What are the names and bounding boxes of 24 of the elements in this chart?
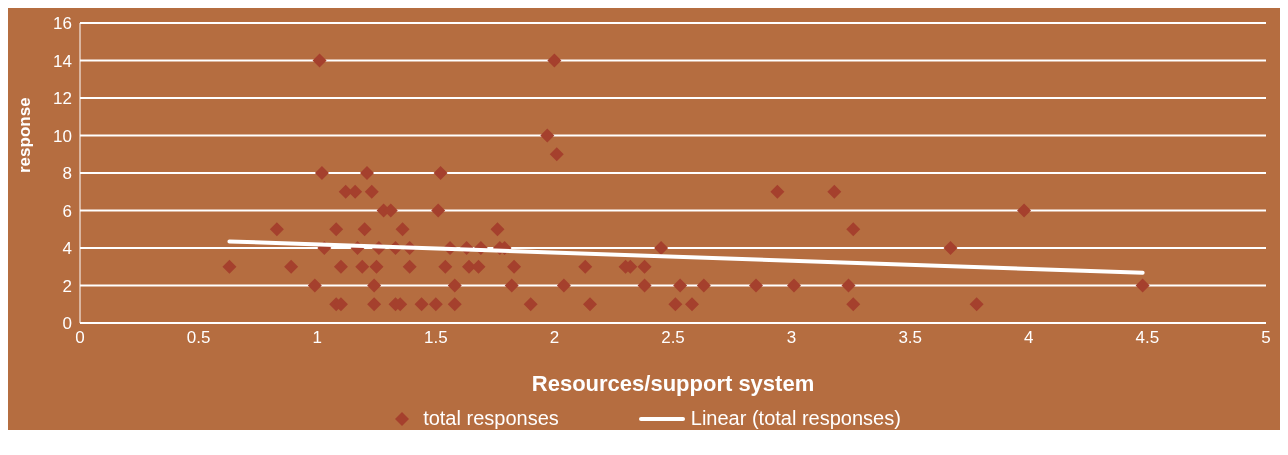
x-tick-label: 3.5 (898, 328, 923, 348)
y-tick-label: 6 (62, 201, 72, 221)
y-tick-label: 4 (62, 239, 72, 259)
x-tick-label: 1.5 (423, 328, 448, 348)
x-tick-label: 2 (549, 328, 560, 348)
x-tick-label: 4.5 (1135, 328, 1160, 348)
y-tick-label: 16 (53, 14, 72, 34)
y-axis-title: response (15, 97, 35, 173)
x-tick-label: 0.5 (186, 328, 211, 348)
x-axis-title: Resources/support system (531, 371, 815, 396)
y-tick-label: 12 (53, 89, 72, 109)
y-tick-label: 2 (62, 276, 72, 296)
x-tick-label: 3 (786, 328, 797, 348)
x-tick-label: 1 (312, 328, 322, 348)
legend-label: Linear (total responses) (690, 407, 901, 430)
y-tick-label: 14 (53, 51, 72, 71)
y-tick-label: 0 (62, 314, 72, 334)
x-tick-label: 2.5 (661, 328, 685, 348)
x-tick-label: 5 (1261, 328, 1271, 348)
x-tick-label: 0 (75, 328, 85, 348)
y-tick-label: 8 (62, 164, 72, 184)
legend-label: total responses (423, 407, 559, 430)
y-tick-label: 10 (53, 126, 72, 146)
x-tick-label: 4 (1024, 328, 1034, 348)
